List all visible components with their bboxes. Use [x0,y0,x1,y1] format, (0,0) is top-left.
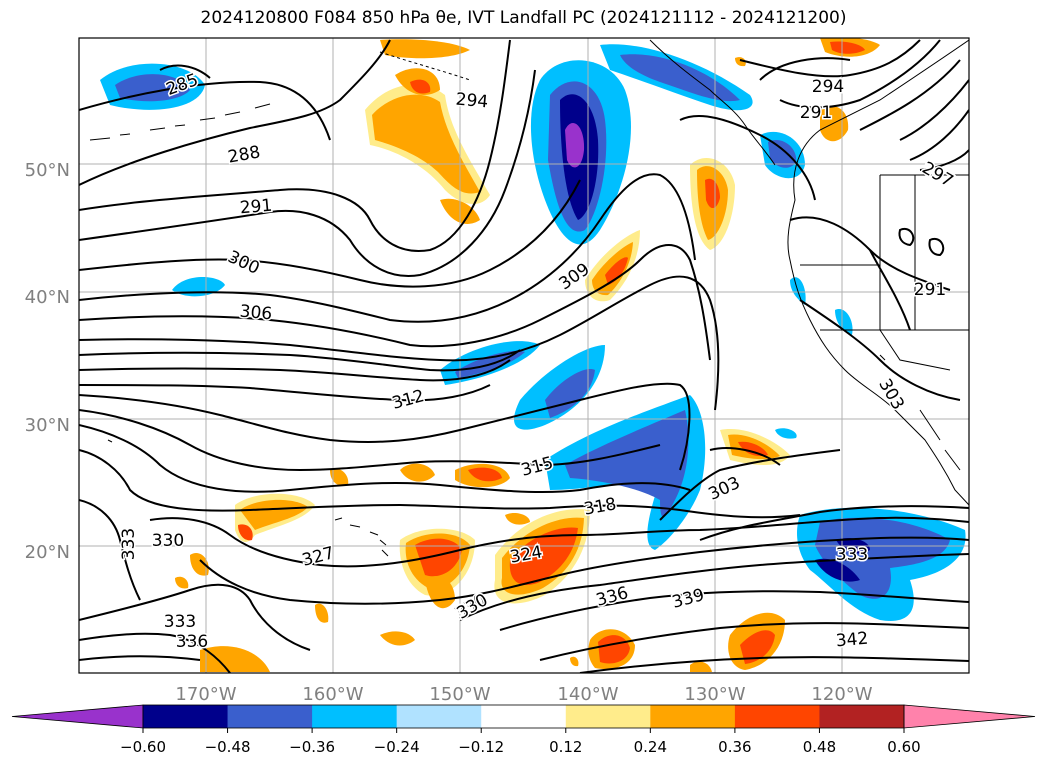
contour-label: 342 [835,629,869,652]
positive-pc-shading [175,38,880,672]
theta-e-contours [79,39,969,673]
chart-title: 2024120800 F084 850 hPa θe, IVT Landfall… [200,8,847,28]
colorbar-tick-label: 0.12 [549,738,582,756]
contour-label: 324 [508,542,543,567]
lat-label: 40°N [25,287,70,308]
colorbar-tick-label: −0.24 [374,738,420,756]
colorbar-segment [143,705,229,728]
contour-label: 291 [800,103,832,123]
contour-label: 333 [164,612,196,632]
lon-label: 130°W [684,684,745,705]
colorbar-segment [734,705,820,728]
colorbar-tick-label: −0.48 [205,738,251,756]
contour-label: 333 [119,528,139,560]
colorbar-tick-label: −0.60 [120,738,166,756]
colorbar-tick-label: −0.36 [289,738,335,756]
colorbar-tick-label: 0.60 [887,738,920,756]
lon-label: 120°W [811,684,872,705]
contour-label: 306 [239,302,273,325]
colorbar-segment [481,705,567,728]
lat-label: 30°N [25,415,70,436]
plot-frame [78,37,970,674]
colorbar-segment [565,705,651,728]
contour-label: 330 [152,531,184,551]
lon-label: 150°W [429,684,490,705]
colorbar-tick-label: 0.36 [718,738,751,756]
colorbar-segment [227,705,313,728]
contour-label: 333 [836,545,868,565]
contour-label: 336 [594,583,631,611]
lon-label: 160°W [302,684,363,705]
colorbar-segment [819,705,905,728]
latitude-labels: 20°N 30°N 40°N 50°N [25,160,70,563]
longitude-labels: 170°W 160°W 150°W 140°W 130°W 120°W [175,684,872,705]
colorbar-segment [396,705,482,728]
colorbar-extend-high [903,704,1036,729]
lon-label: 140°W [557,684,618,705]
colorbar-tick-labels: −0.60 −0.48 −0.36 −0.24 −0.12 0.12 0.24 0.36 0.4… [120,728,921,756]
colorbar-tick-label: 0.48 [803,738,836,756]
contour-label: 291 [914,280,946,300]
colorbar [11,704,1036,729]
colorbar-extend-low [11,704,144,729]
contour-label: 336 [176,632,208,652]
colorbar-segment [650,705,736,728]
colorbar-segment [312,705,398,728]
contour-label: 294 [455,90,489,113]
lon-label: 170°W [175,684,236,705]
contour-label: 291 [239,196,273,219]
lat-label: 50°N [25,160,70,181]
contour-label: 294 [812,77,844,97]
coastlines [89,39,969,557]
map-plot-area [79,38,969,673]
colorbar-tick-label: −0.12 [458,738,504,756]
lat-label: 20°N [25,542,70,563]
colorbar-tick-label: 0.24 [634,738,667,756]
